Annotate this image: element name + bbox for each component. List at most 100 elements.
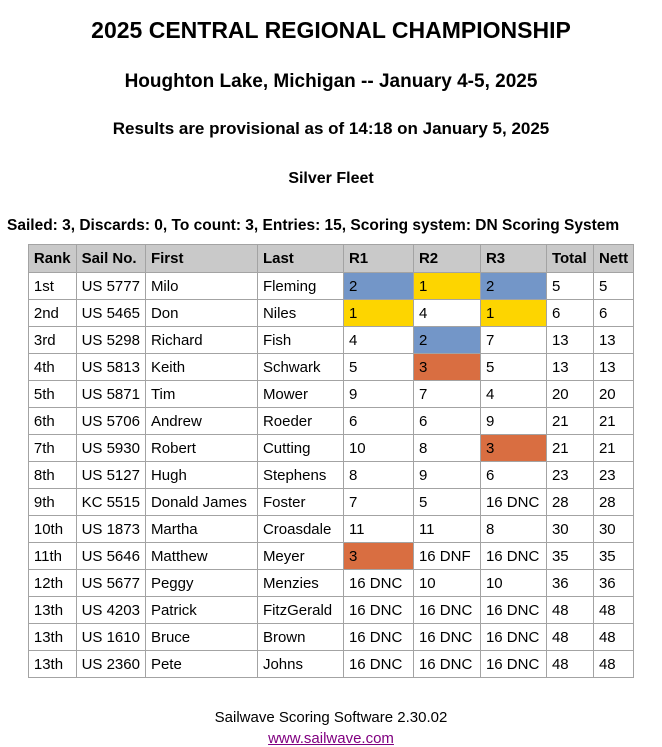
rank-cell: 5th: [27, 380, 77, 408]
race-score-cell: 5: [342, 353, 414, 381]
last-name-cell: Stephens: [256, 461, 344, 489]
last-name-cell: Fish: [256, 326, 344, 354]
total-cell: 13: [545, 353, 594, 381]
race-score-cell: 10: [342, 434, 414, 462]
table-row: 2nd US 5465 Don Niles 1 4 1 6 6: [27, 299, 635, 327]
sail-number-cell: US 5777: [75, 272, 146, 300]
race-score-cell: 16 DNC: [342, 650, 414, 678]
race-score-cell: 4: [342, 326, 414, 354]
nett-cell: 13: [592, 326, 635, 354]
sail-number-cell: KC 5515: [75, 488, 146, 516]
series-summary: Sailed: 3, Discards: 0, To count: 3, Ent…: [7, 217, 620, 234]
sail-number-cell: US 2360: [75, 650, 146, 678]
results-table: Rank Sail No. First Last R1 R2 R3 Total Nett 1st…: [27, 244, 635, 678]
race-score-cell: 3: [342, 542, 414, 570]
race-score-cell: 11: [342, 515, 414, 543]
column-header: Total: [545, 244, 594, 273]
rank-cell: 4th: [27, 353, 77, 381]
race-score-cell: 6: [412, 407, 481, 435]
rank-cell: 13th: [27, 650, 77, 678]
race-score-cell: 8: [479, 515, 547, 543]
nett-cell: 48: [592, 623, 635, 651]
first-name-cell: Andrew: [144, 407, 258, 435]
first-name-cell: Hugh: [144, 461, 258, 489]
race-score-cell: 8: [342, 461, 414, 489]
race-score-cell: 16 DNC: [479, 623, 547, 651]
last-name-cell: Fleming: [256, 272, 344, 300]
first-name-cell: Donald James: [144, 488, 258, 516]
race-score-cell: 16 DNC: [412, 623, 481, 651]
total-cell: 20: [545, 380, 594, 408]
race-score-cell: 10: [479, 569, 547, 597]
race-score-cell: 16 DNC: [479, 596, 547, 624]
race-score-cell: 16 DNC: [342, 569, 414, 597]
event-location-dates: Houghton Lake, Michigan -- January 4-5, …: [124, 71, 538, 92]
rank-cell: 13th: [27, 596, 77, 624]
table-row: 7th US 5930 Robert Cutting 10 8 3 21 21: [27, 434, 635, 462]
total-cell: 21: [545, 407, 594, 435]
total-cell: 48: [545, 650, 594, 678]
nett-cell: 6: [592, 299, 635, 327]
race-score-cell: 1: [412, 272, 481, 300]
nett-cell: 48: [592, 596, 635, 624]
rank-cell: 1st: [27, 272, 77, 300]
first-name-cell: Martha: [144, 515, 258, 543]
nett-cell: 20: [592, 380, 635, 408]
last-name-cell: Johns: [256, 650, 344, 678]
table-row: 11th US 5646 Matthew Meyer 3 16 DNF 16 DNC 35 35: [27, 542, 635, 570]
first-name-cell: Tim: [144, 380, 258, 408]
table-row: 12th US 5677 Peggy Menzies 16 DNC 10 10 36 36: [27, 569, 635, 597]
table-row: 5th US 5871 Tim Mower 9 7 4 20 20: [27, 380, 635, 408]
nett-cell: 36: [592, 569, 635, 597]
last-name-cell: FitzGerald: [256, 596, 344, 624]
nett-cell: 48: [592, 650, 635, 678]
rank-cell: 6th: [27, 407, 77, 435]
sail-number-cell: US 5465: [75, 299, 146, 327]
sail-number-cell: US 5646: [75, 542, 146, 570]
nett-cell: 21: [592, 407, 635, 435]
column-header: Sail No.: [75, 244, 146, 273]
rank-cell: 12th: [27, 569, 77, 597]
total-cell: 48: [545, 623, 594, 651]
rank-cell: 3rd: [27, 326, 77, 354]
race-score-cell: 16 DNF: [412, 542, 481, 570]
total-cell: 5: [545, 272, 594, 300]
column-header: Last: [256, 244, 344, 273]
last-name-cell: Roeder: [256, 407, 344, 435]
footer-link-line: www.sailwave.com: [0, 730, 662, 747]
rank-cell: 2nd: [27, 299, 77, 327]
race-score-cell: 6: [342, 407, 414, 435]
first-name-cell: Keith: [144, 353, 258, 381]
table-row: 9th KC 5515 Donald James Foster 7 5 16 DNC 28 28: [27, 488, 635, 516]
rank-cell: 13th: [27, 623, 77, 651]
last-name-cell: Schwark: [256, 353, 344, 381]
nett-cell: 5: [592, 272, 635, 300]
rank-cell: 10th: [27, 515, 77, 543]
footer-software-credit: Sailwave Scoring Software 2.30.02: [214, 709, 448, 726]
race-score-cell: 2: [342, 272, 414, 300]
total-cell: 36: [545, 569, 594, 597]
table-row: 13th US 2360 Pete Johns 16 DNC 16 DNC 16 DNC 48…: [27, 650, 635, 678]
race-score-cell: 3: [479, 434, 547, 462]
header-row: Rank Sail No. First Last R1 R2 R3 Total Nett: [27, 244, 635, 273]
race-score-cell: 7: [479, 326, 547, 354]
column-header: R1: [342, 244, 414, 273]
column-header: R2: [412, 244, 481, 273]
race-score-cell: 4: [479, 380, 547, 408]
first-name-cell: Robert: [144, 434, 258, 462]
first-name-cell: Matthew: [144, 542, 258, 570]
nett-cell: 23: [592, 461, 635, 489]
rank-cell: 8th: [27, 461, 77, 489]
race-score-cell: 9: [412, 461, 481, 489]
sailwave-link[interactable]: www.sailwave.com: [268, 730, 394, 747]
sail-number-cell: US 5871: [75, 380, 146, 408]
rank-cell: 7th: [27, 434, 77, 462]
sail-number-cell: US 5706: [75, 407, 146, 435]
race-score-cell: 8: [412, 434, 481, 462]
nett-cell: 13: [592, 353, 635, 381]
first-name-cell: Patrick: [144, 596, 258, 624]
race-score-cell: 5: [412, 488, 481, 516]
race-score-cell: 4: [412, 299, 481, 327]
page-title: 2025 CENTRAL REGIONAL CHAMPIONSHIP: [91, 17, 571, 43]
sail-number-cell: US 5813: [75, 353, 146, 381]
